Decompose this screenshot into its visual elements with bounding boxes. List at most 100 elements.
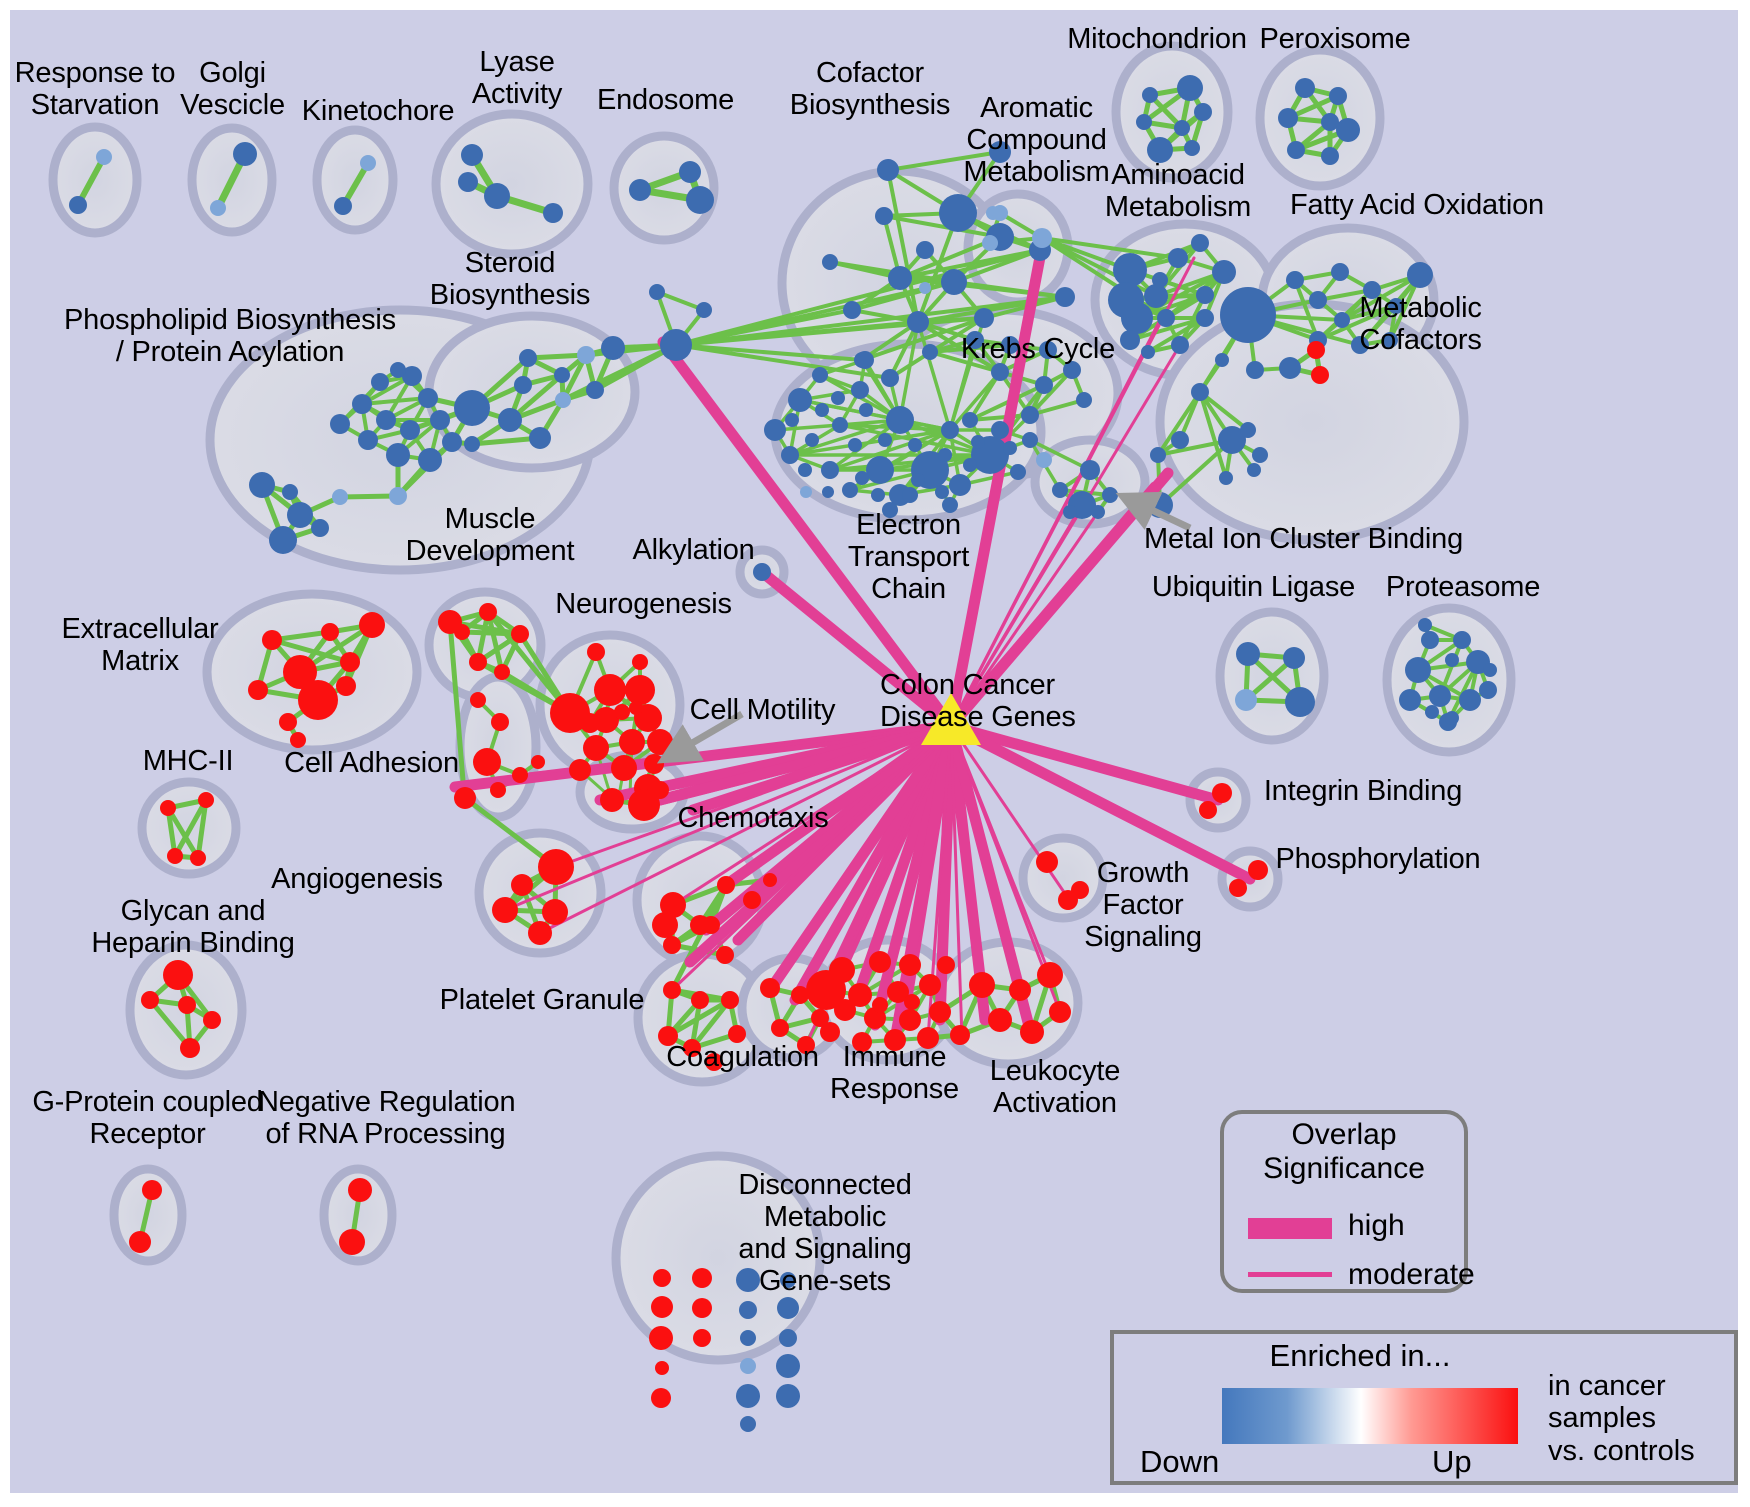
- node: [660, 329, 692, 361]
- node: [679, 161, 701, 183]
- node: [358, 430, 378, 450]
- node: [1177, 75, 1203, 101]
- node-red: [1248, 860, 1268, 880]
- node: [941, 269, 967, 295]
- node-red: [580, 713, 600, 733]
- node: [935, 485, 949, 499]
- node-red: [1036, 851, 1058, 873]
- node-red: [811, 1009, 829, 1027]
- node: [1382, 332, 1398, 348]
- node: [736, 1384, 760, 1408]
- node: [1309, 291, 1327, 309]
- node: [696, 302, 712, 318]
- node: [780, 1272, 796, 1288]
- node-red: [904, 994, 920, 1010]
- node-red: [167, 848, 183, 864]
- node: [210, 200, 226, 216]
- node: [1218, 426, 1246, 454]
- node: [843, 301, 861, 319]
- node-red: [969, 972, 995, 998]
- node: [1091, 505, 1105, 519]
- cluster-halo-response-to-starvation: [48, 122, 142, 238]
- node: [1252, 447, 1268, 463]
- node: [764, 419, 786, 441]
- node: [1021, 406, 1039, 424]
- node-red: [653, 1269, 671, 1287]
- node: [1080, 460, 1100, 480]
- node: [1001, 336, 1019, 354]
- node: [1191, 234, 1209, 252]
- node: [1429, 685, 1451, 707]
- node: [601, 336, 625, 360]
- node-red: [611, 755, 637, 781]
- colon-cancer-disease-genes-hub[interactable]: [921, 693, 981, 745]
- node: [1120, 330, 1140, 350]
- node-red: [852, 1032, 872, 1052]
- node-red: [887, 981, 909, 1003]
- node: [1445, 653, 1459, 667]
- cluster-halo-mitochondrion: [1111, 41, 1233, 183]
- node: [1157, 309, 1175, 327]
- node: [1144, 284, 1168, 308]
- node: [400, 420, 420, 440]
- node-red: [625, 675, 655, 705]
- node: [821, 461, 839, 479]
- node: [1184, 140, 1200, 156]
- node: [982, 235, 998, 251]
- node: [1212, 260, 1236, 284]
- node: [1191, 383, 1209, 401]
- node: [334, 197, 352, 215]
- node: [418, 388, 438, 408]
- node-red: [743, 891, 761, 909]
- node-red: [528, 921, 552, 945]
- node: [1388, 298, 1404, 314]
- node: [484, 183, 510, 209]
- node: [785, 413, 799, 427]
- node: [908, 438, 922, 452]
- node-red: [649, 1326, 673, 1350]
- node: [376, 410, 396, 430]
- metal-ion-cluster-binding-arrow: [1115, 491, 1192, 532]
- node: [577, 346, 595, 364]
- node: [974, 308, 994, 328]
- node: [519, 349, 537, 367]
- node-red: [141, 991, 159, 1009]
- node: [800, 486, 812, 498]
- node: [1453, 631, 1471, 649]
- node: [882, 502, 898, 518]
- node: [1215, 353, 1229, 367]
- node-red: [190, 850, 206, 866]
- enriched-in-legend: [1110, 1330, 1738, 1485]
- node-red: [198, 792, 214, 808]
- node: [815, 403, 829, 417]
- node-red: [473, 748, 501, 776]
- node-red: [142, 1180, 162, 1200]
- node-red: [660, 892, 686, 918]
- node-red: [511, 625, 529, 643]
- node: [859, 403, 873, 417]
- node: [529, 427, 551, 449]
- node-red: [806, 970, 846, 1010]
- node-red: [663, 981, 681, 999]
- node: [962, 412, 978, 428]
- node: [1329, 87, 1347, 105]
- node: [1035, 376, 1053, 394]
- node: [461, 144, 483, 166]
- node-red: [771, 1019, 789, 1037]
- node: [781, 446, 799, 464]
- node: [776, 1354, 800, 1378]
- node-red: [1020, 1020, 1044, 1044]
- node: [430, 410, 450, 430]
- node-red: [663, 936, 681, 954]
- node-red: [721, 991, 739, 1009]
- node: [1036, 452, 1052, 468]
- node: [1235, 689, 1257, 711]
- node-red: [691, 991, 709, 1009]
- node: [1331, 263, 1349, 281]
- node-red: [728, 1025, 746, 1043]
- node-red: [651, 1388, 671, 1408]
- node: [740, 1330, 756, 1346]
- node: [798, 463, 812, 477]
- node: [1147, 137, 1173, 163]
- node-red: [614, 704, 630, 720]
